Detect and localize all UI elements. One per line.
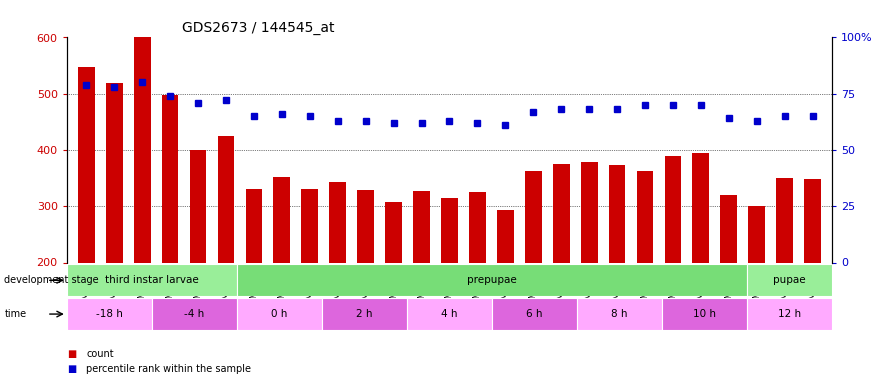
Text: time: time [4,309,27,319]
Bar [302,189,318,375]
Text: count: count [86,349,114,359]
Bar [692,153,709,375]
Bar [665,156,682,375]
Text: development stage: development stage [4,275,99,285]
Bar [246,189,263,375]
Bar [577,298,662,330]
Bar [407,298,492,330]
Text: 10 h: 10 h [693,309,716,319]
Bar [322,298,407,330]
Text: 6 h: 6 h [526,309,543,319]
Text: GDS2673 / 144545_at: GDS2673 / 144545_at [182,21,334,35]
Bar [67,264,237,296]
Bar [217,136,234,375]
Text: percentile rank within the sample: percentile rank within the sample [86,364,251,374]
Text: ■: ■ [67,349,76,359]
Text: prepupae: prepupae [467,275,517,285]
Text: 2 h: 2 h [356,309,373,319]
Bar [747,264,832,296]
Bar [776,178,793,375]
Bar [497,210,514,375]
Bar [581,162,597,375]
Bar [525,171,542,375]
Bar [237,298,322,330]
Bar [492,298,577,330]
Bar [152,298,237,330]
Bar [469,192,486,375]
Bar [273,177,290,375]
Bar [385,202,402,375]
Text: 4 h: 4 h [441,309,457,319]
Text: ■: ■ [67,364,76,374]
Text: pupae: pupae [773,275,806,285]
Text: -18 h: -18 h [96,309,123,319]
Text: -4 h: -4 h [184,309,205,319]
Bar [106,83,123,375]
Bar [662,298,747,330]
Text: 8 h: 8 h [611,309,627,319]
Bar [190,150,206,375]
Bar [357,190,374,375]
Bar [329,182,346,375]
Bar [636,171,653,375]
Bar [67,298,152,330]
Bar [747,298,832,330]
Bar [78,67,94,375]
Text: third instar larvae: third instar larvae [105,275,198,285]
Bar [413,191,430,375]
Bar [720,195,737,375]
Bar [553,164,570,375]
Bar [748,206,765,375]
Text: 0 h: 0 h [271,309,287,319]
Bar [162,96,179,375]
Bar [441,198,457,375]
Bar [134,38,150,375]
Text: 12 h: 12 h [778,309,801,319]
Bar [237,264,747,296]
Bar [805,179,821,375]
Bar [609,165,626,375]
